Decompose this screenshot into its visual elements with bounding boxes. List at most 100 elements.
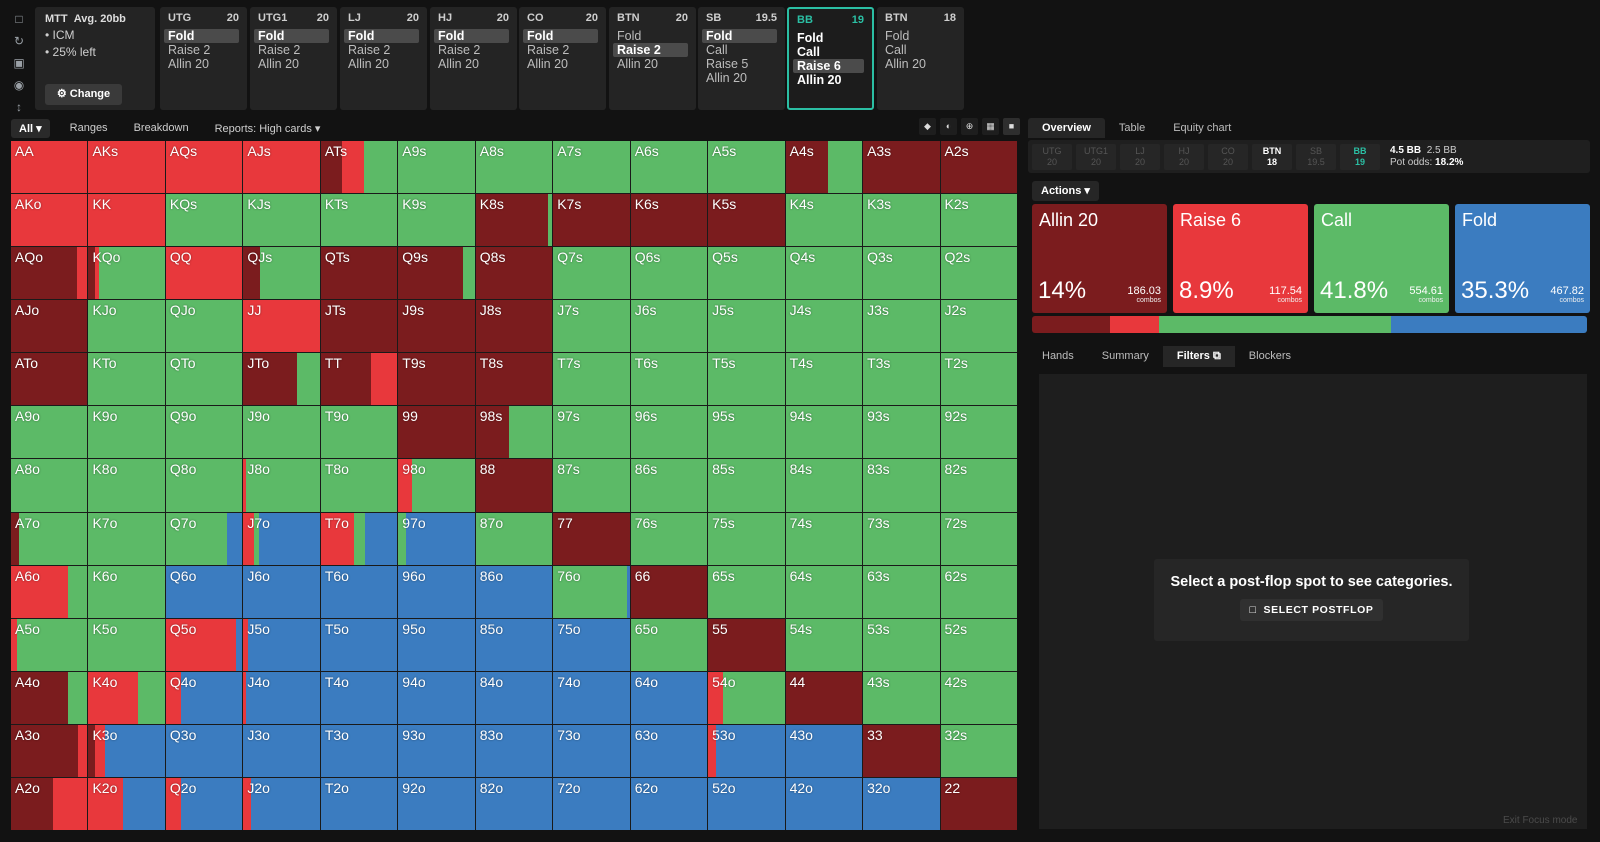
hand-cell[interactable]: 42s bbox=[940, 671, 1017, 724]
strip-position-utg1[interactable]: UTG1 20 bbox=[1076, 143, 1116, 170]
hand-cell[interactable]: T8s bbox=[475, 353, 553, 406]
hand-cell[interactable]: 52o bbox=[708, 777, 785, 830]
tab-filters[interactable]: Filters ⧉ bbox=[1162, 346, 1235, 367]
hand-cell[interactable]: 54s bbox=[785, 618, 863, 671]
hand-cell[interactable]: T2o bbox=[320, 777, 398, 830]
hand-cell[interactable]: KJs bbox=[243, 194, 320, 247]
hand-cell[interactable]: AJs bbox=[243, 141, 320, 194]
hand-cell[interactable]: QJs bbox=[243, 247, 320, 300]
hand-cell[interactable]: J6o bbox=[243, 565, 320, 618]
position-action[interactable]: Raise 5 bbox=[706, 57, 749, 71]
hand-cell[interactable]: 84s bbox=[785, 459, 863, 512]
action-box-raise[interactable]: Raise 6 8.9% 117.54 combos bbox=[1173, 204, 1308, 313]
hand-cell[interactable]: J9o bbox=[243, 406, 320, 459]
hand-cell[interactable]: 97s bbox=[553, 406, 630, 459]
hand-cell[interactable]: Q2s bbox=[940, 247, 1017, 300]
hand-cell[interactable]: QTs bbox=[320, 247, 398, 300]
hand-cell[interactable]: 64o bbox=[630, 671, 708, 724]
hand-cell[interactable]: 98s bbox=[475, 406, 553, 459]
hand-cell[interactable]: 96o bbox=[398, 565, 475, 618]
strip-position-btn[interactable]: BTN 18 bbox=[1252, 143, 1292, 170]
hand-cell[interactable]: 76s bbox=[630, 512, 708, 565]
position-action[interactable]: Fold bbox=[434, 29, 509, 43]
hand-cell[interactable]: J8s bbox=[475, 300, 553, 353]
hand-cell[interactable]: 55 bbox=[708, 618, 785, 671]
hand-cell[interactable]: 32o bbox=[863, 777, 940, 830]
position-action[interactable]: Raise 6 bbox=[793, 59, 864, 73]
hand-cell[interactable]: KK bbox=[88, 194, 165, 247]
hand-cell[interactable]: 62o bbox=[630, 777, 708, 830]
hand-cell[interactable]: 92s bbox=[940, 406, 1017, 459]
hand-cell[interactable]: 54o bbox=[708, 671, 785, 724]
tab-blockers[interactable]: Blockers bbox=[1248, 350, 1291, 362]
hand-cell[interactable]: A8s bbox=[475, 141, 553, 194]
hand-cell[interactable]: T7s bbox=[553, 353, 630, 406]
hand-cell[interactable]: AJo bbox=[11, 300, 88, 353]
hand-cell[interactable]: 96s bbox=[630, 406, 708, 459]
hand-cell[interactable]: J3s bbox=[863, 300, 940, 353]
hand-cell[interactable]: A7s bbox=[553, 141, 630, 194]
hand-cell[interactable]: JTo bbox=[243, 353, 320, 406]
hand-cell[interactable]: 87o bbox=[475, 512, 553, 565]
hand-cell[interactable]: T7o bbox=[320, 512, 398, 565]
hand-cell[interactable]: T8o bbox=[320, 459, 398, 512]
strip-position-hj[interactable]: HJ 20 bbox=[1164, 143, 1204, 170]
hand-cell[interactable]: T5s bbox=[708, 353, 785, 406]
hand-cell[interactable]: K7o bbox=[88, 512, 165, 565]
hand-cell[interactable]: Q6o bbox=[165, 565, 243, 618]
actions-dropdown[interactable]: Actions ▾ bbox=[1032, 181, 1099, 201]
hand-cell[interactable]: K2o bbox=[88, 777, 165, 830]
hand-cell[interactable]: J7o bbox=[243, 512, 320, 565]
position-card-co[interactable]: CO 20 Fold Raise 2 Allin 20 bbox=[519, 7, 606, 110]
cube-icon[interactable]: ◆ bbox=[919, 118, 936, 135]
hand-cell[interactable]: 87s bbox=[553, 459, 630, 512]
tab-overview[interactable]: Overview bbox=[1028, 118, 1105, 138]
hand-cell[interactable]: A2o bbox=[11, 777, 88, 830]
hand-cell[interactable]: K9s bbox=[398, 194, 475, 247]
hand-cell[interactable]: T9s bbox=[398, 353, 475, 406]
hand-cell[interactable]: J9s bbox=[398, 300, 475, 353]
hand-cell[interactable]: A6o bbox=[11, 565, 88, 618]
hand-cell[interactable]: Q7s bbox=[553, 247, 630, 300]
hand-cell[interactable]: Q3s bbox=[863, 247, 940, 300]
tab-equity-chart[interactable]: Equity chart bbox=[1173, 122, 1232, 134]
position-card-lj[interactable]: LJ 20 Fold Raise 2 Allin 20 bbox=[340, 7, 427, 110]
position-action[interactable]: Allin 20 bbox=[258, 57, 299, 71]
hand-cell[interactable]: K5o bbox=[88, 618, 165, 671]
filter-all-dropdown[interactable]: All ▾ bbox=[11, 118, 50, 138]
hand-cell[interactable]: T6o bbox=[320, 565, 398, 618]
tab-hands[interactable]: Hands bbox=[1042, 350, 1074, 362]
hand-cell[interactable]: 98o bbox=[398, 459, 475, 512]
position-action[interactable]: Fold bbox=[254, 29, 329, 43]
hand-cell[interactable]: 97o bbox=[398, 512, 475, 565]
strip-position-bb[interactable]: BB 19 bbox=[1340, 143, 1380, 170]
hand-cell[interactable]: Q8s bbox=[475, 247, 553, 300]
hand-cell[interactable]: J8o bbox=[243, 459, 320, 512]
hand-cell[interactable]: 63o bbox=[630, 724, 708, 777]
hand-cell[interactable]: 93o bbox=[398, 724, 475, 777]
position-action[interactable]: Allin 20 bbox=[797, 73, 842, 87]
hand-cell[interactable]: 85o bbox=[475, 618, 553, 671]
hand-cell[interactable]: Q3o bbox=[165, 724, 243, 777]
hand-cell[interactable]: 66 bbox=[630, 565, 708, 618]
hand-cell[interactable]: AQs bbox=[165, 141, 243, 194]
hand-cell[interactable]: 63s bbox=[863, 565, 940, 618]
contrast-icon[interactable]: ◐ bbox=[940, 118, 957, 135]
position-action[interactable]: Fold bbox=[702, 29, 777, 43]
hand-cell[interactable]: 43o bbox=[785, 724, 863, 777]
change-button[interactable]: ⚙ Change bbox=[45, 84, 122, 105]
hand-cell[interactable]: A9o bbox=[11, 406, 88, 459]
position-action[interactable]: Fold bbox=[797, 31, 824, 45]
select-postflop-button[interactable]: □ SELECT POSTFLOP bbox=[1239, 599, 1384, 621]
reports-dropdown[interactable]: Reports: High cards ▾ bbox=[214, 122, 321, 135]
hand-cell[interactable]: ATo bbox=[11, 353, 88, 406]
hand-cell[interactable]: AA bbox=[11, 141, 88, 194]
hand-cell[interactable]: J2o bbox=[243, 777, 320, 830]
hand-cell[interactable]: T3o bbox=[320, 724, 398, 777]
save-icon[interactable]: ▣ bbox=[13, 56, 25, 70]
position-action[interactable]: Allin 20 bbox=[617, 57, 658, 71]
hand-cell[interactable]: 72s bbox=[940, 512, 1017, 565]
hand-cell[interactable]: 52s bbox=[940, 618, 1017, 671]
hand-cell[interactable]: 74o bbox=[553, 671, 630, 724]
strip-position-co[interactable]: CO 20 bbox=[1208, 143, 1248, 170]
